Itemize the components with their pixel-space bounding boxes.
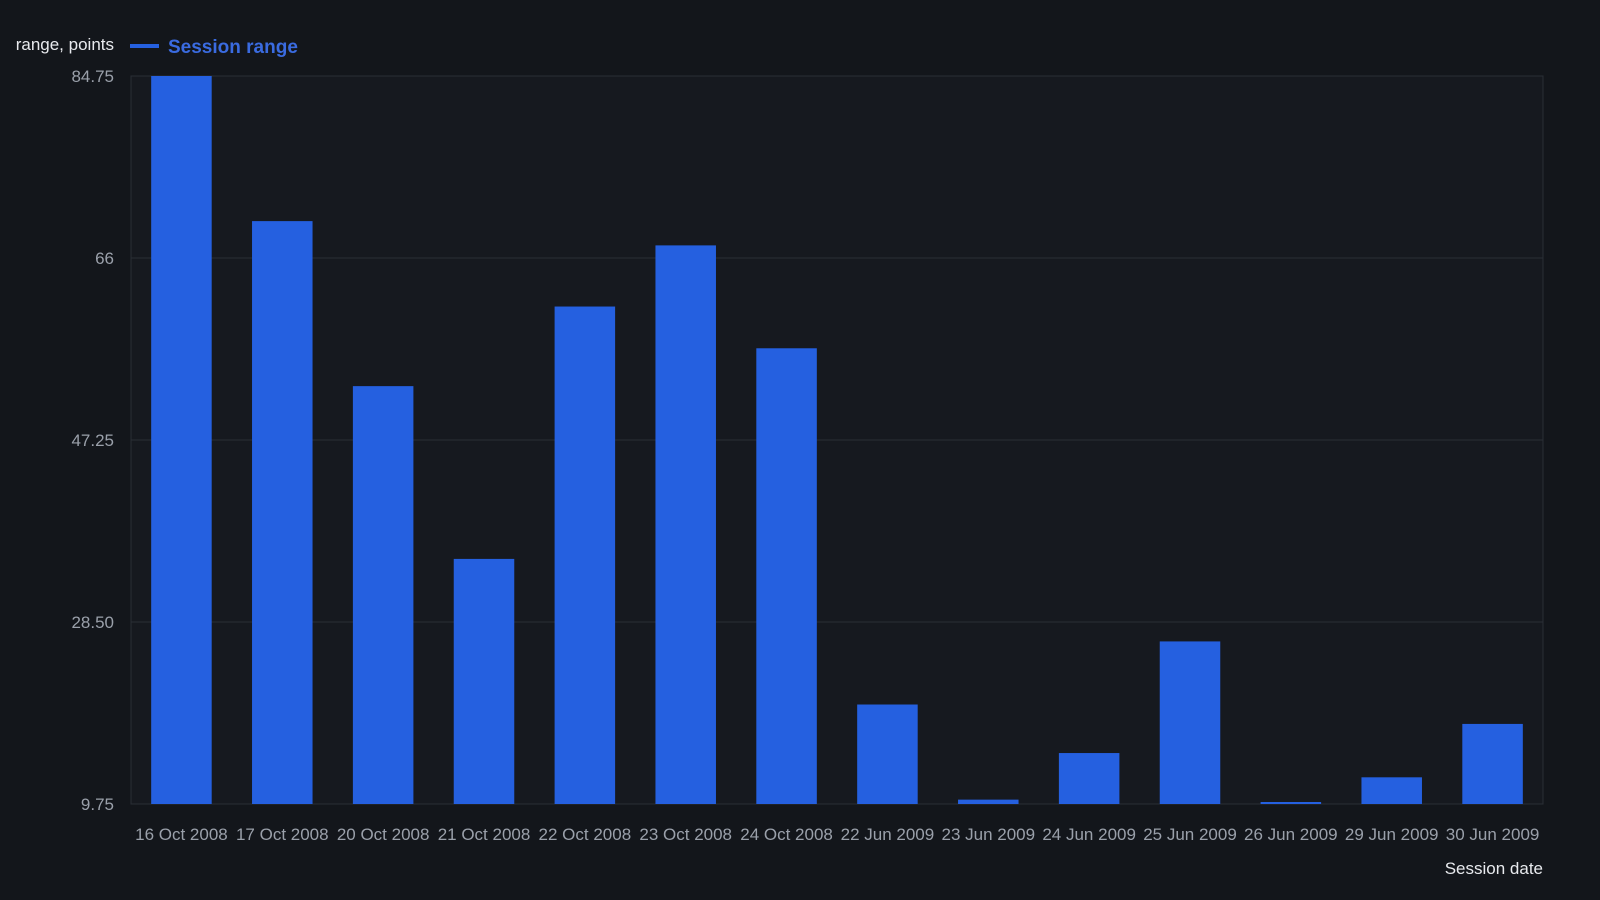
- y-tick-label: 66: [95, 249, 114, 268]
- y-tick-label: 84.75: [71, 67, 114, 86]
- y-tick-label: 28.50: [71, 613, 114, 632]
- x-tick-label: 23 Oct 2008: [639, 825, 732, 844]
- legend-label-session-range: Session range: [168, 37, 298, 58]
- x-tick-label: 25 Jun 2009: [1143, 825, 1237, 844]
- x-tick-label: 30 Jun 2009: [1446, 825, 1540, 844]
- bar-29-jun-2009[interactable]: [1361, 777, 1422, 804]
- bar-24-jun-2009[interactable]: [1058, 753, 1120, 804]
- bar-17-oct-2008[interactable]: [252, 221, 313, 804]
- bar-30-jun-2009[interactable]: [1462, 723, 1523, 804]
- bar-25-jun-2009[interactable]: [1159, 641, 1221, 804]
- legend[interactable]: Session range: [130, 37, 298, 58]
- y-axis-label: range, points: [16, 35, 114, 54]
- bar-22-oct-2008[interactable]: [554, 306, 616, 804]
- bar-23-oct-2008[interactable]: [655, 245, 716, 804]
- bar-26-jun-2009[interactable]: [1260, 802, 1322, 804]
- x-tick-label: 16 Oct 2008: [135, 825, 228, 844]
- x-tick-label: 24 Oct 2008: [740, 825, 833, 844]
- bar-16-oct-2008[interactable]: [151, 76, 212, 804]
- x-tick-label: 17 Oct 2008: [236, 825, 329, 844]
- bar-series: [151, 76, 1523, 804]
- bar-24-oct-2008[interactable]: [756, 348, 817, 804]
- x-tick-label: 24 Jun 2009: [1042, 825, 1136, 844]
- y-tick-label: 9.75: [81, 795, 114, 814]
- y-axis-ticks: 84.75 66 47.25 28.50 9.75: [71, 67, 114, 814]
- bar-22-jun-2009[interactable]: [857, 704, 918, 804]
- x-tick-label: 21 Oct 2008: [438, 825, 531, 844]
- x-axis-label: Session date: [1445, 859, 1543, 878]
- x-tick-label: 26 Jun 2009: [1244, 825, 1338, 844]
- bar-20-oct-2008[interactable]: [352, 386, 414, 804]
- x-axis-ticks: 16 Oct 2008 17 Oct 2008 20 Oct 2008 21 Oct …: [135, 825, 1539, 844]
- bar-23-jun-2009[interactable]: [958, 799, 1019, 804]
- bar-21-oct-2008[interactable]: [453, 558, 515, 804]
- x-tick-label: 29 Jun 2009: [1345, 825, 1439, 844]
- x-tick-label: 22 Oct 2008: [539, 825, 632, 844]
- x-tick-label: 23 Jun 2009: [941, 825, 1035, 844]
- x-tick-label: 22 Jun 2009: [841, 825, 935, 844]
- x-tick-label: 20 Oct 2008: [337, 825, 430, 844]
- y-tick-label: 47.25: [71, 431, 114, 450]
